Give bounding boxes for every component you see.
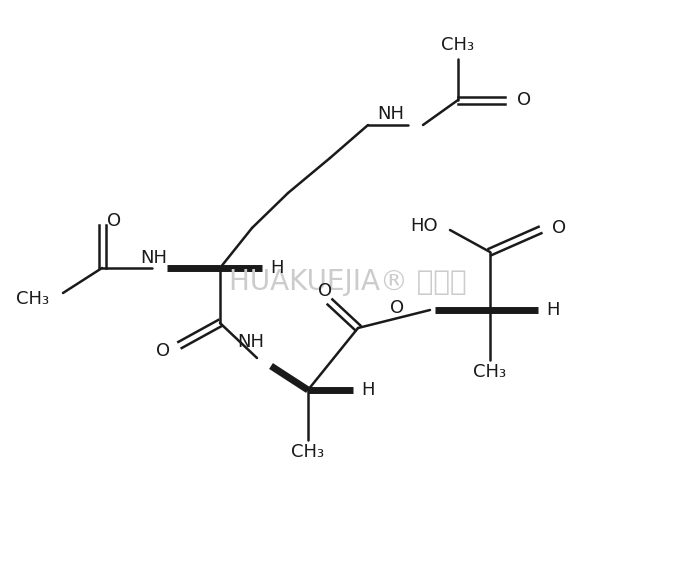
- Text: NH: NH: [237, 333, 264, 351]
- Text: O: O: [552, 219, 566, 237]
- Text: O: O: [156, 342, 170, 360]
- Text: O: O: [390, 299, 404, 317]
- Text: O: O: [318, 282, 332, 300]
- Text: NH: NH: [141, 249, 168, 267]
- Text: O: O: [517, 91, 531, 109]
- Text: HUAKUEJIA® 化学加: HUAKUEJIA® 化学加: [229, 268, 467, 296]
- Text: HO: HO: [411, 217, 438, 235]
- Text: CH₃: CH₃: [292, 443, 324, 461]
- Text: CH₃: CH₃: [16, 290, 49, 308]
- Text: NH: NH: [377, 105, 404, 123]
- Text: H: H: [546, 301, 560, 319]
- Text: H: H: [270, 259, 283, 277]
- Text: O: O: [107, 212, 121, 230]
- Text: CH₃: CH₃: [441, 36, 475, 54]
- Text: H: H: [361, 381, 374, 399]
- Text: CH₃: CH₃: [473, 363, 507, 381]
